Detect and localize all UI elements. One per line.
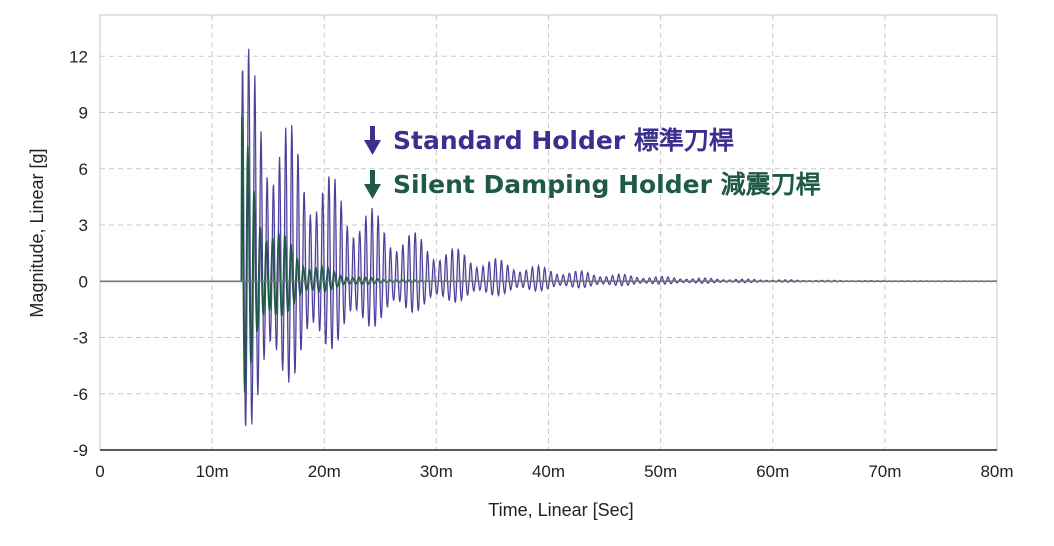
y-tick-label: 9: [79, 104, 88, 123]
y-tick-label: -9: [73, 441, 88, 460]
x-tick-label: 80m: [980, 462, 1013, 481]
y-tick-label: 6: [79, 160, 88, 179]
x-axis-title: Time, Linear [Sec]: [488, 500, 633, 520]
down-arrow-icon: [364, 170, 381, 199]
y-tick-label: 0: [79, 272, 88, 291]
x-tick-label: 60m: [756, 462, 789, 481]
legend-label-standard: Standard Holder 標準刀桿: [393, 126, 734, 155]
y-tick-label: 3: [79, 216, 88, 235]
y-tick-label: 12: [69, 47, 88, 66]
grid: [100, 15, 997, 450]
y-tick-label: -3: [73, 329, 88, 348]
x-tick-label: 70m: [868, 462, 901, 481]
x-tick-label: 40m: [532, 462, 565, 481]
x-tick-label: 50m: [644, 462, 677, 481]
legend: Standard Holder 標準刀桿 Silent Damping Hold…: [364, 126, 821, 199]
x-tick-label: 30m: [420, 462, 453, 481]
legend-label-damping: Silent Damping Holder 減震刀桿: [393, 170, 821, 199]
legend-item-damping: Silent Damping Holder 減震刀桿: [364, 170, 821, 199]
legend-item-standard: Standard Holder 標準刀桿: [364, 126, 734, 155]
down-arrow-icon: [364, 126, 381, 155]
y-tick-label: -6: [73, 385, 88, 404]
x-tick-label: 10m: [196, 462, 229, 481]
x-tick-label: 20m: [308, 462, 341, 481]
x-tick-label: 0: [95, 462, 104, 481]
y-axis-title: Magnitude, Linear [g]: [27, 148, 47, 317]
axes: 12 9 6 3 0 -3 -6 -9 0 10m 20m 30m 40m 50m 60m 70m 80m: [69, 47, 1013, 481]
